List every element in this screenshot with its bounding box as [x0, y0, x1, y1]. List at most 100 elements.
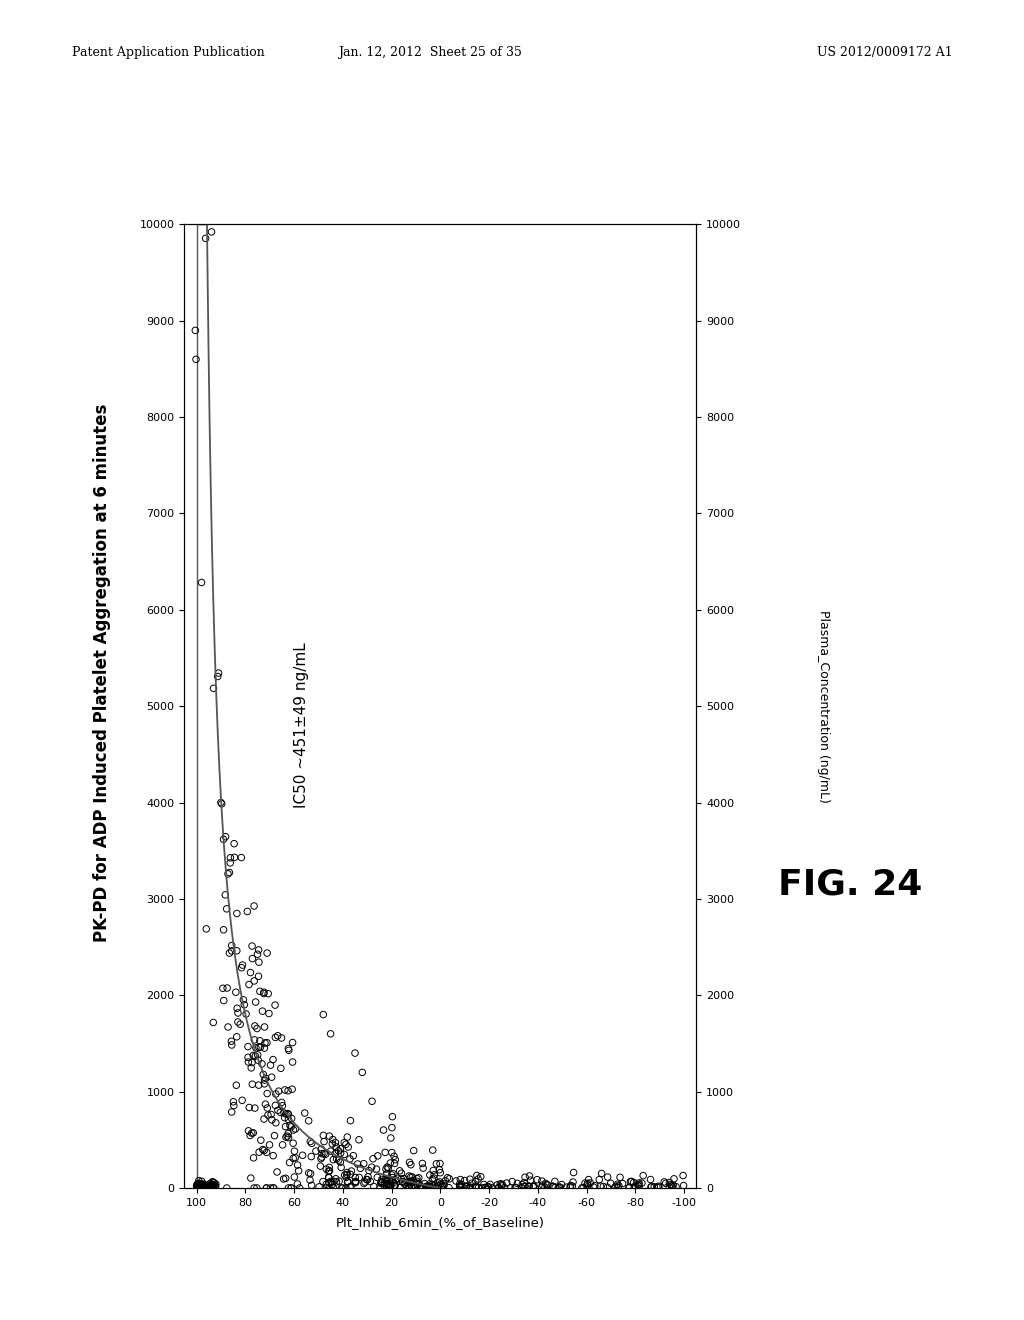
Point — [260, 983, 276, 1005]
Point — [383, 1127, 399, 1148]
Point — [378, 1171, 394, 1192]
Point — [241, 1097, 257, 1118]
Point — [249, 1177, 265, 1199]
Point — [273, 1092, 290, 1113]
Point — [252, 1036, 268, 1057]
Point — [261, 1134, 278, 1155]
Point — [222, 847, 239, 869]
Point — [477, 1177, 494, 1199]
Point — [256, 1073, 272, 1094]
Point — [380, 1158, 396, 1179]
Point — [252, 1030, 268, 1051]
Point — [468, 1176, 484, 1197]
Point — [280, 1123, 296, 1144]
Point — [369, 1167, 385, 1188]
Point — [610, 1175, 627, 1196]
Point — [318, 1159, 335, 1180]
Point — [521, 1176, 538, 1197]
Point — [258, 1142, 274, 1163]
Point — [412, 1177, 428, 1199]
Point — [294, 1144, 310, 1166]
Point — [565, 1171, 582, 1192]
Point — [526, 1176, 543, 1197]
Point — [332, 1151, 348, 1172]
Point — [216, 990, 232, 1011]
Point — [422, 1164, 438, 1185]
Point — [362, 1171, 379, 1192]
Point — [382, 1170, 398, 1191]
Point — [206, 1175, 222, 1196]
Point — [318, 1173, 335, 1195]
Point — [516, 1176, 532, 1197]
Point — [205, 1172, 221, 1193]
Point — [247, 1097, 263, 1118]
Point — [434, 1176, 451, 1197]
Point — [278, 1117, 294, 1138]
Point — [290, 1155, 306, 1176]
Point — [237, 994, 253, 1015]
Point — [386, 1152, 402, 1173]
Point — [194, 1171, 210, 1192]
Point — [302, 1170, 318, 1191]
Point — [382, 1176, 398, 1197]
Point — [573, 1177, 590, 1199]
Point — [225, 1096, 242, 1117]
Point — [385, 1172, 401, 1193]
Point — [327, 1143, 343, 1164]
Point — [205, 1175, 221, 1196]
Point — [668, 1176, 684, 1197]
Point — [521, 1166, 538, 1187]
Point — [206, 1172, 222, 1193]
Point — [373, 1172, 389, 1193]
Point — [579, 1176, 595, 1197]
Point — [240, 900, 256, 921]
Point — [287, 1147, 303, 1168]
Point — [595, 1176, 611, 1197]
Point — [226, 833, 243, 854]
Point — [459, 1176, 475, 1197]
Point — [197, 1175, 213, 1196]
Point — [199, 1175, 215, 1196]
Point — [425, 1160, 441, 1181]
Point — [257, 1094, 273, 1115]
Point — [335, 1177, 351, 1199]
Point — [431, 1159, 447, 1180]
Point — [196, 1176, 212, 1197]
Point — [189, 1176, 206, 1197]
Point — [453, 1177, 469, 1199]
Point — [379, 1156, 395, 1177]
Y-axis label: Plasma_Concentration (ng/mL): Plasma_Concentration (ng/mL) — [817, 610, 830, 803]
Point — [394, 1171, 411, 1192]
Point — [539, 1173, 555, 1195]
Point — [359, 1170, 376, 1191]
Point — [628, 1176, 644, 1197]
Point — [232, 1014, 249, 1035]
Point — [256, 1109, 272, 1130]
Point — [195, 1177, 211, 1199]
Point — [384, 1117, 400, 1138]
Point — [284, 1078, 300, 1100]
Point — [228, 1026, 245, 1047]
Point — [189, 1175, 206, 1196]
Point — [415, 1158, 431, 1179]
Point — [194, 1177, 210, 1199]
Point — [244, 1073, 260, 1094]
Point — [321, 1167, 337, 1188]
Point — [623, 1171, 639, 1192]
Point — [525, 1176, 542, 1197]
Point — [656, 1171, 673, 1192]
Point — [244, 936, 260, 957]
Point — [286, 1119, 302, 1140]
Point — [303, 1133, 319, 1154]
Point — [377, 1176, 393, 1197]
Point — [426, 1168, 442, 1189]
Point — [577, 1172, 593, 1193]
Point — [191, 1177, 208, 1199]
Point — [333, 1177, 349, 1199]
Point — [281, 1040, 297, 1061]
Point — [387, 1175, 403, 1196]
Point — [191, 1177, 208, 1199]
Point — [256, 983, 272, 1005]
Point — [435, 1175, 452, 1196]
Point — [490, 1177, 507, 1199]
